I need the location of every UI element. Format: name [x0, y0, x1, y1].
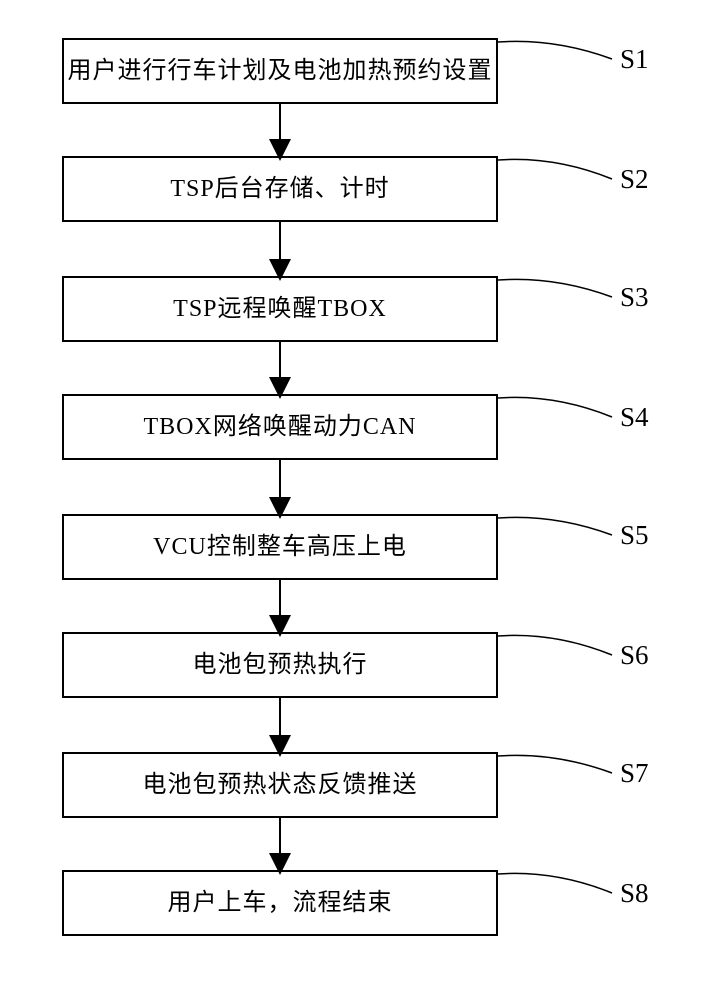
connector-layer	[0, 0, 711, 1000]
flow-node: TSP远程唤醒TBOX	[62, 276, 498, 342]
flow-node: 电池包预热状态反馈推送	[62, 752, 498, 818]
step-label: S8	[620, 878, 649, 909]
flow-node: VCU控制整车高压上电	[62, 514, 498, 580]
label-connector	[498, 41, 612, 59]
flow-node-text: TSP远程唤醒TBOX	[173, 296, 387, 322]
step-label: S5	[620, 520, 649, 551]
label-connector	[498, 159, 612, 179]
flow-node-text: TBOX网络唤醒动力CAN	[143, 414, 416, 440]
step-label: S6	[620, 640, 649, 671]
flow-node: TSP后台存储、计时	[62, 156, 498, 222]
step-label: S4	[620, 402, 649, 433]
label-connector	[498, 635, 612, 655]
flow-node-text: 电池包预热执行	[193, 652, 368, 678]
step-label: S3	[620, 282, 649, 313]
flow-node-text: TSP后台存储、计时	[170, 176, 389, 202]
flow-node-text: 用户进行行车计划及电池加热预约设置	[68, 58, 493, 84]
label-connector	[498, 517, 612, 535]
step-label: S2	[620, 164, 649, 195]
label-connector	[498, 755, 612, 773]
label-connector	[498, 279, 612, 297]
flow-node: 用户上车，流程结束	[62, 870, 498, 936]
label-connector	[498, 873, 612, 893]
flow-node: TBOX网络唤醒动力CAN	[62, 394, 498, 460]
flow-node: 用户进行行车计划及电池加热预约设置	[62, 38, 498, 104]
flow-node-text: VCU控制整车高压上电	[153, 534, 407, 560]
flow-node: 电池包预热执行	[62, 632, 498, 698]
label-connector	[498, 397, 612, 417]
step-label: S1	[620, 44, 649, 75]
flowchart-canvas: 用户进行行车计划及电池加热预约设置 TSP后台存储、计时 TSP远程唤醒TBOX…	[0, 0, 711, 1000]
step-label: S7	[620, 758, 649, 789]
flow-node-text: 用户上车，流程结束	[168, 890, 393, 916]
flow-node-text: 电池包预热状态反馈推送	[143, 772, 418, 798]
